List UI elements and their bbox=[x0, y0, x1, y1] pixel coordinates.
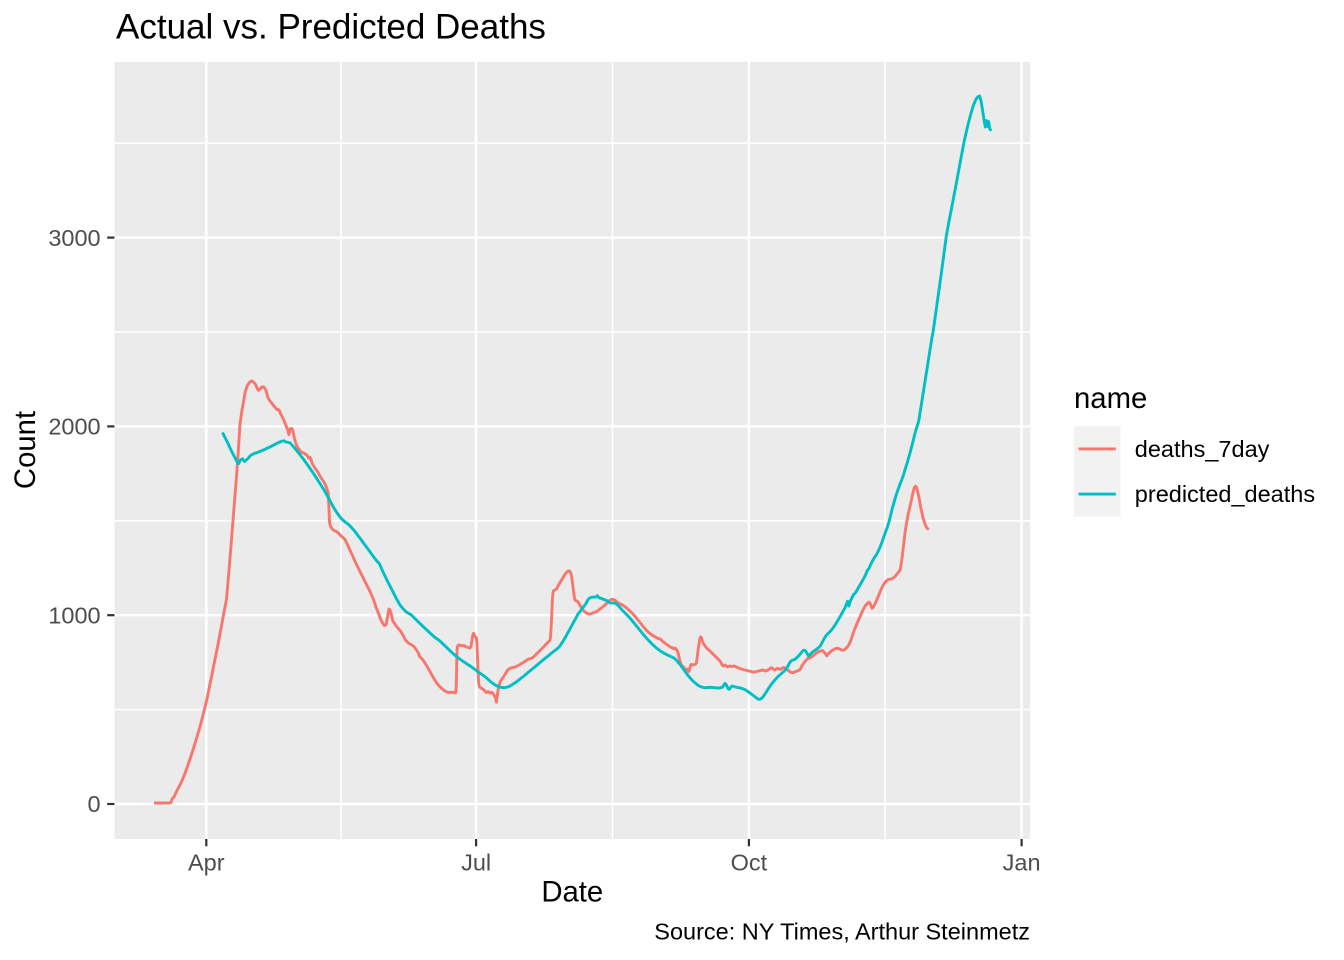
svg-text:Source: NY Times, Arthur Stein: Source: NY Times, Arthur Steinmetz bbox=[654, 919, 1030, 945]
svg-text:Date: Date bbox=[541, 876, 603, 909]
svg-text:name: name bbox=[1074, 382, 1147, 415]
svg-text:Oct: Oct bbox=[731, 850, 768, 876]
svg-text:1000: 1000 bbox=[48, 602, 100, 628]
svg-text:Jul: Jul bbox=[461, 850, 491, 876]
svg-text:3000: 3000 bbox=[48, 225, 100, 251]
svg-text:deaths_7day: deaths_7day bbox=[1135, 436, 1270, 462]
svg-text:predicted_deaths: predicted_deaths bbox=[1135, 481, 1315, 507]
svg-text:Count: Count bbox=[9, 411, 42, 489]
svg-text:0: 0 bbox=[88, 791, 101, 817]
svg-text:Actual vs. Predicted Deaths: Actual vs. Predicted Deaths bbox=[116, 8, 546, 47]
svg-text:Apr: Apr bbox=[188, 850, 225, 876]
svg-text:Jan: Jan bbox=[1003, 850, 1041, 876]
svg-text:2000: 2000 bbox=[48, 414, 100, 440]
